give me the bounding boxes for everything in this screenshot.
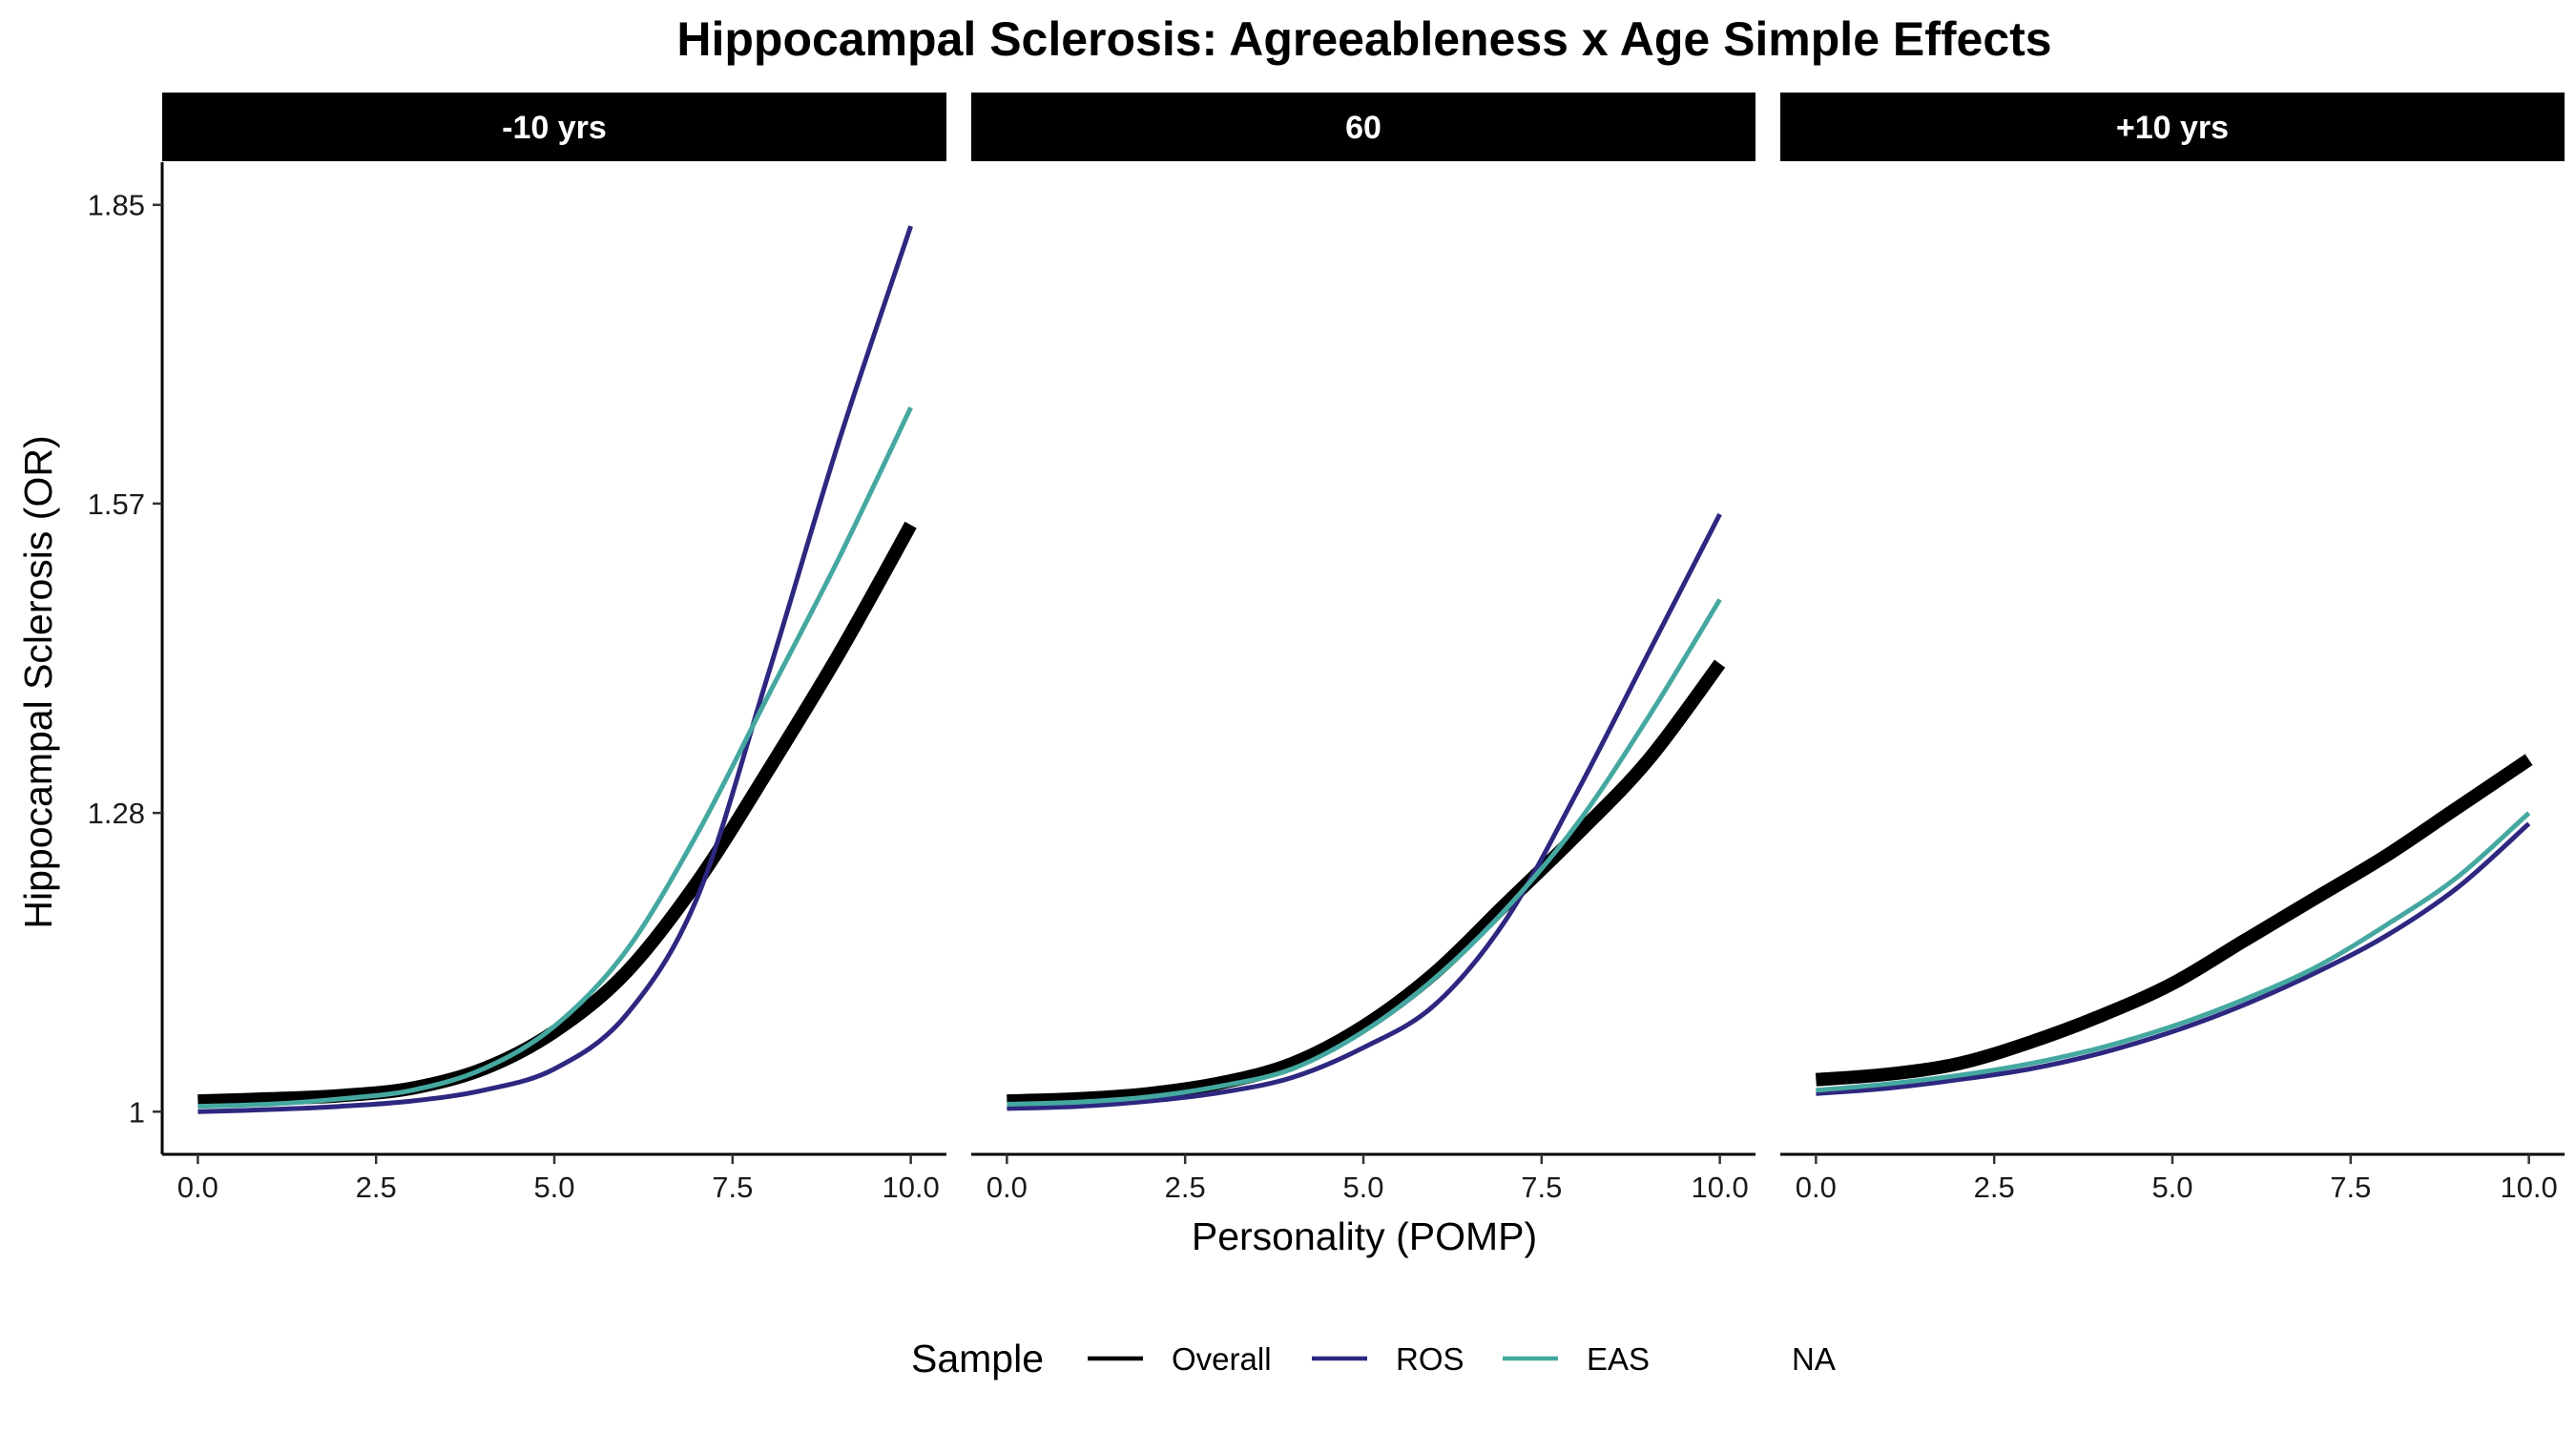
- series-line-eas: [1816, 811, 2531, 1093]
- panel-1: 60 0.0 2.5 5.0 7.5 10.0: [971, 93, 1755, 1204]
- panel-strip-label: +10 yrs: [2116, 110, 2229, 146]
- series-line-eas: [197, 406, 913, 1110]
- x-tick-label: 0.0: [177, 1171, 218, 1204]
- series-line-eas: [1007, 598, 1722, 1107]
- x-tick-label: 7.5: [2330, 1171, 2371, 1204]
- x-tick-label: 7.5: [712, 1171, 753, 1204]
- legend-label-overall: Overall: [1172, 1341, 1272, 1377]
- legend-label-ros: ROS: [1396, 1341, 1465, 1377]
- x-tick-label: 0.0: [1796, 1171, 1837, 1204]
- series-line-overall: [1815, 754, 2533, 1087]
- series-line-ros: [1816, 821, 2531, 1096]
- y-tick-label: 1.28: [88, 797, 145, 830]
- x-tick-label: 5.0: [1342, 1171, 1383, 1204]
- legend-label-na: NA: [1792, 1341, 1836, 1377]
- chart-title: Hippocampal Sclerosis: Agreeableness x A…: [676, 12, 2051, 66]
- x-tick-label: 2.5: [356, 1171, 397, 1204]
- panel-strip: [1780, 93, 2565, 161]
- x-tick-label: 0.0: [987, 1171, 1028, 1204]
- y-axis-title: Hippocampal Sclerosis (OR): [16, 435, 60, 928]
- legend-title: Sample: [911, 1337, 1044, 1380]
- x-tick-label: 10.0: [2500, 1171, 2557, 1204]
- x-tick-label: 5.0: [2151, 1171, 2192, 1204]
- y-tick-label: 1.85: [88, 189, 145, 222]
- panel-strip: [971, 93, 1755, 161]
- series-line-overall: [197, 521, 917, 1109]
- legend: Sample Overall ROS EAS NA: [911, 1337, 1836, 1380]
- x-tick-label: 7.5: [1521, 1171, 1562, 1204]
- panels-layer: -10 yrs 0.0 2.5 5.0 7.5 10.0 1 1.28 1.57 1.85 60 0.…: [88, 93, 2565, 1204]
- y-tick-label: 1: [129, 1095, 145, 1129]
- series-line-overall: [1007, 659, 1726, 1109]
- panel-strip: [162, 93, 946, 161]
- legend-label-eas: EAS: [1587, 1341, 1650, 1377]
- x-tick-label: 10.0: [882, 1171, 939, 1204]
- x-tick-label: 2.5: [1165, 1171, 1206, 1204]
- panel-2: +10 yrs 0.0 2.5 5.0 7.5 10.0: [1780, 93, 2565, 1204]
- x-tick-label: 5.0: [533, 1171, 574, 1204]
- panel-strip-label: 60: [1345, 110, 1381, 146]
- x-tick-label: 2.5: [1974, 1171, 2015, 1204]
- series-line-ros: [197, 225, 913, 1114]
- x-tick-label: 10.0: [1691, 1171, 1748, 1204]
- series-line-ros: [1007, 512, 1722, 1111]
- x-axis-title: Personality (POMP): [1192, 1214, 1537, 1258]
- panel-strip-label: -10 yrs: [502, 110, 607, 146]
- panel-0: -10 yrs 0.0 2.5 5.0 7.5 10.0 1 1.28 1.57 1.85: [88, 93, 946, 1204]
- y-tick-label: 1.57: [88, 487, 145, 521]
